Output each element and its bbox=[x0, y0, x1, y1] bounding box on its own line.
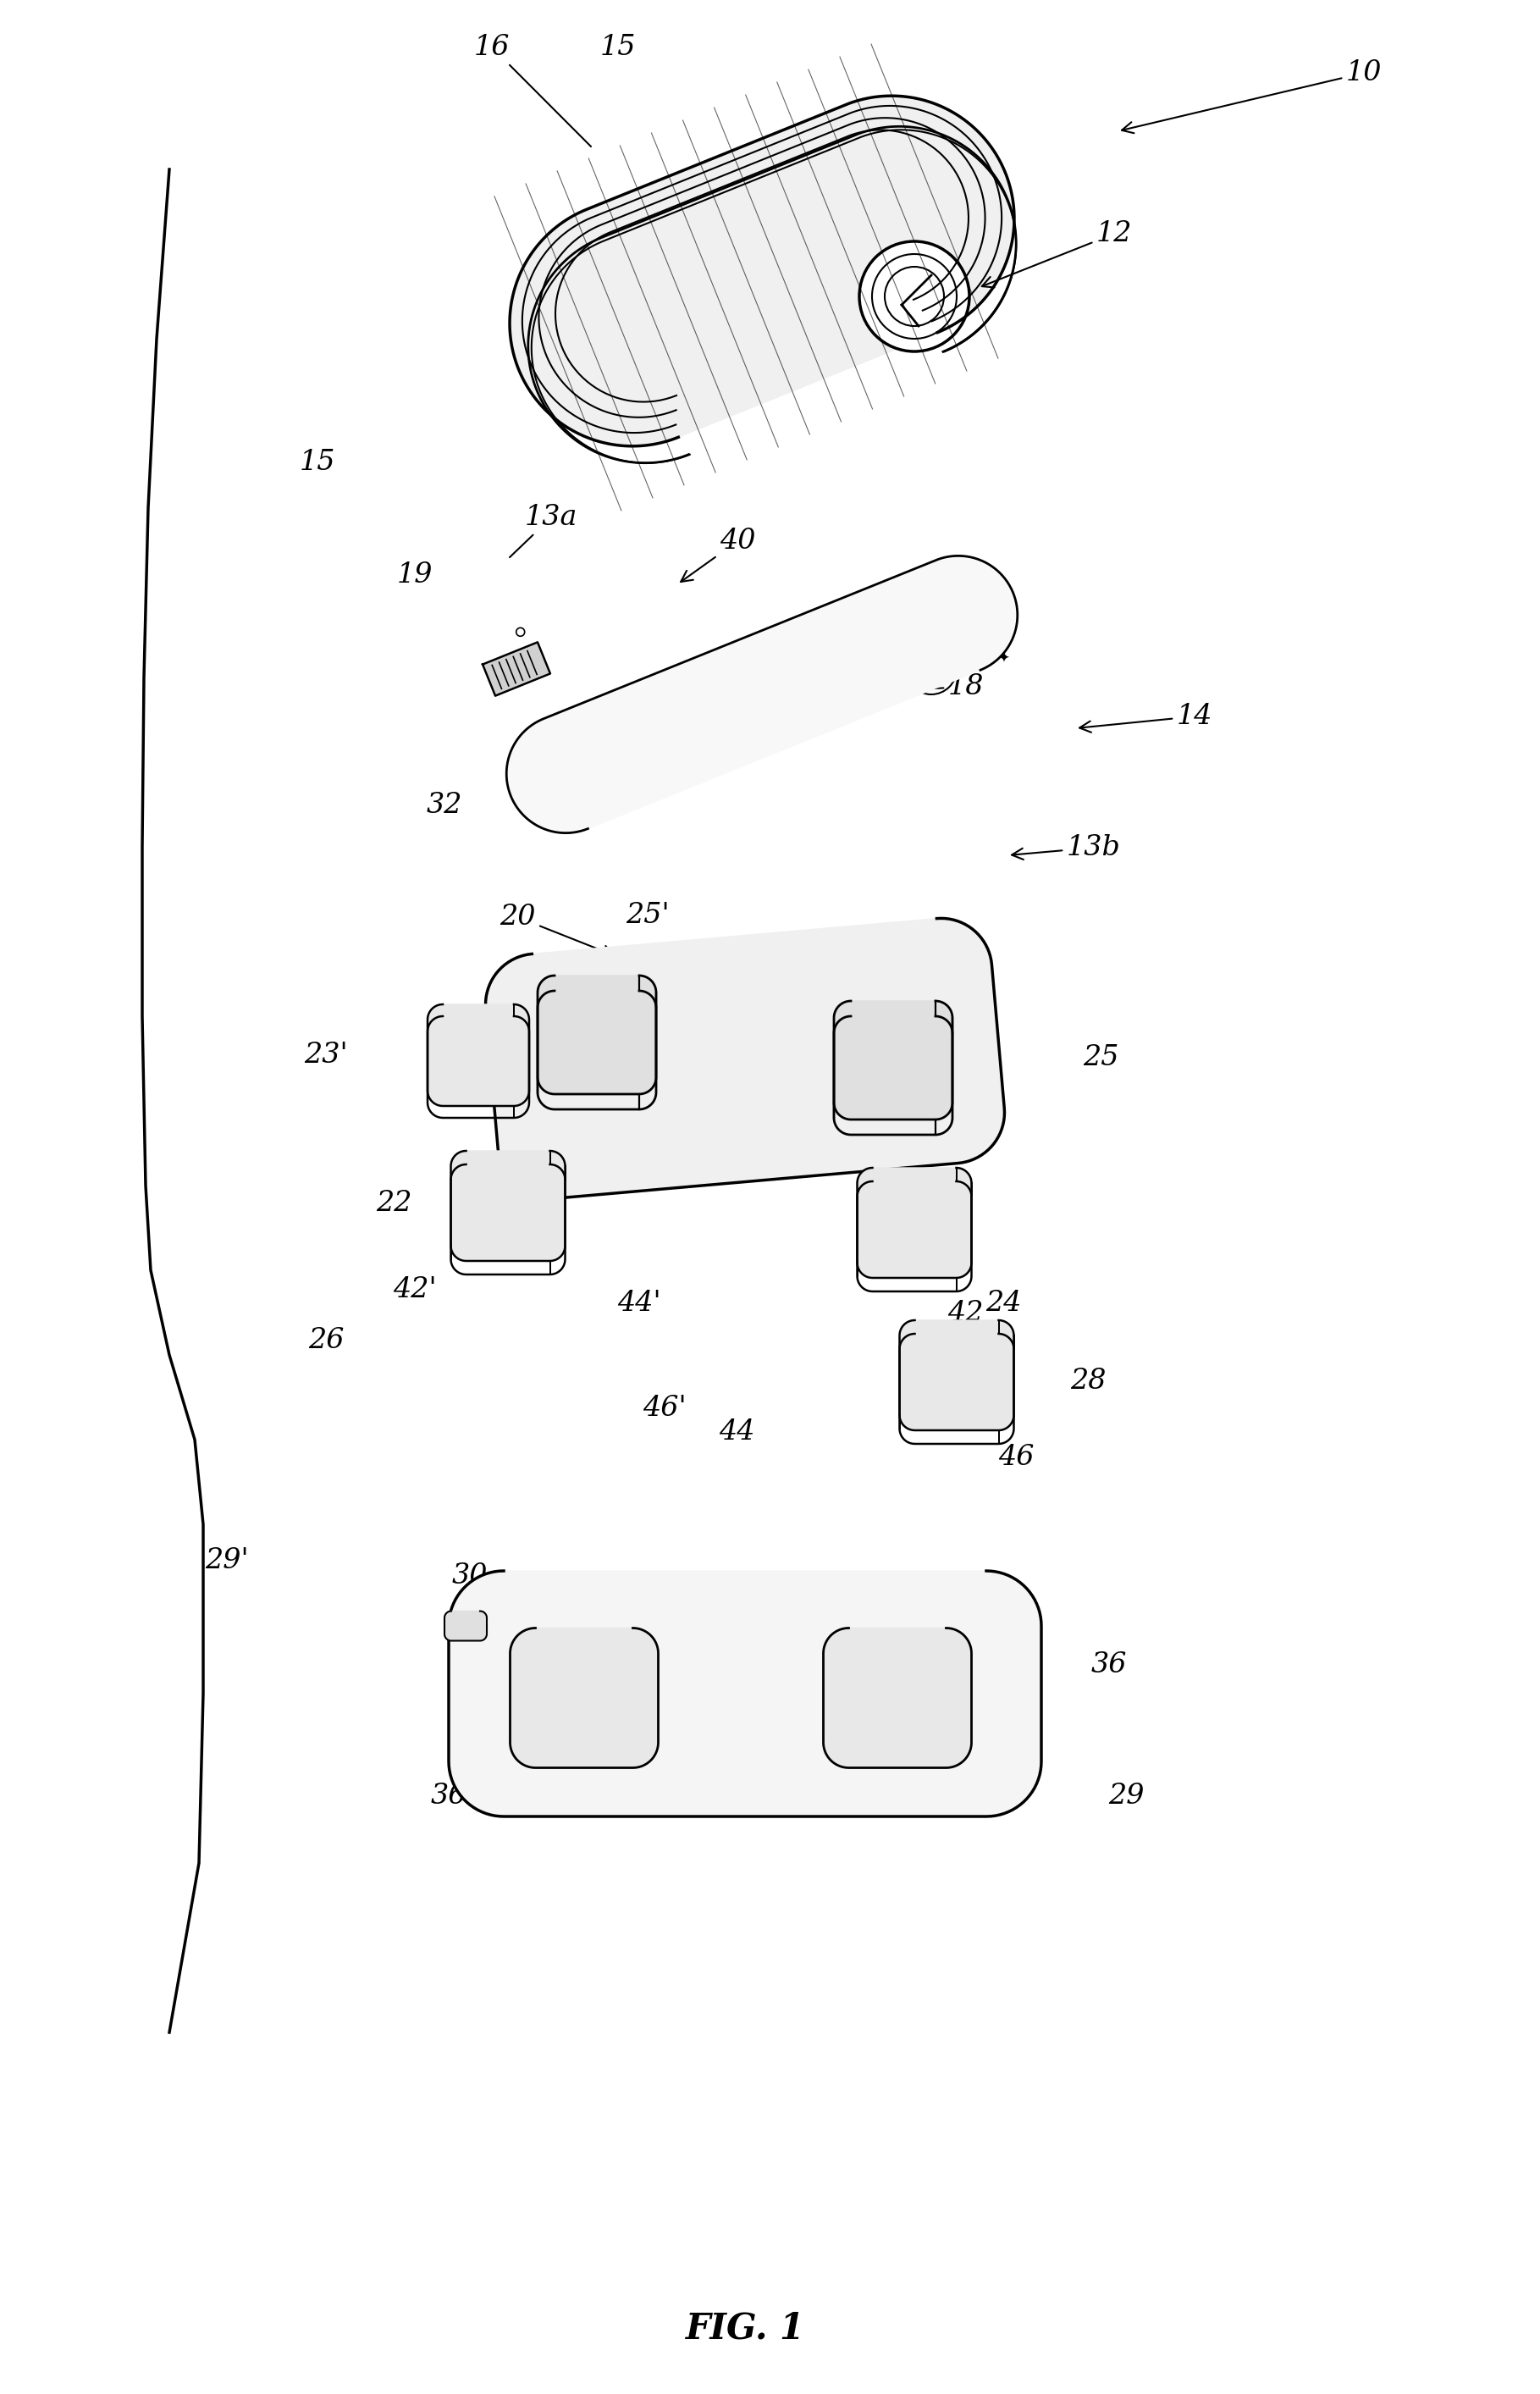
Ellipse shape bbox=[986, 642, 996, 654]
Ellipse shape bbox=[942, 1362, 970, 1400]
Text: 24: 24 bbox=[986, 1290, 1021, 1317]
Text: 19: 19 bbox=[397, 563, 433, 589]
Text: 42': 42' bbox=[393, 1276, 437, 1302]
Polygon shape bbox=[537, 974, 656, 1094]
Polygon shape bbox=[858, 1168, 972, 1278]
Text: 15: 15 bbox=[299, 448, 336, 476]
Text: ✦: ✦ bbox=[998, 651, 1009, 666]
Polygon shape bbox=[835, 1001, 952, 1120]
Ellipse shape bbox=[872, 254, 956, 338]
Text: 29: 29 bbox=[1107, 1784, 1144, 1810]
Ellipse shape bbox=[516, 627, 525, 637]
Ellipse shape bbox=[487, 1185, 530, 1242]
Ellipse shape bbox=[892, 1202, 936, 1259]
Ellipse shape bbox=[456, 1032, 501, 1089]
Text: 28: 28 bbox=[1070, 1367, 1106, 1396]
Polygon shape bbox=[485, 919, 1004, 1199]
Text: 36: 36 bbox=[1090, 1652, 1127, 1678]
Text: 13a: 13a bbox=[510, 503, 578, 558]
Text: 10: 10 bbox=[1121, 60, 1381, 134]
Ellipse shape bbox=[573, 1010, 621, 1075]
Text: 36: 36 bbox=[431, 1784, 467, 1810]
Ellipse shape bbox=[878, 1046, 909, 1089]
Text: 14: 14 bbox=[1080, 704, 1214, 733]
Text: 16: 16 bbox=[474, 34, 591, 146]
Text: 30: 30 bbox=[451, 1563, 488, 1590]
Polygon shape bbox=[482, 642, 550, 697]
Text: 44: 44 bbox=[719, 1420, 755, 1446]
Polygon shape bbox=[824, 1628, 972, 1767]
Ellipse shape bbox=[882, 1693, 912, 1719]
Text: 44': 44' bbox=[618, 1290, 661, 1317]
Ellipse shape bbox=[582, 1022, 611, 1063]
Polygon shape bbox=[510, 96, 1015, 445]
Text: 42: 42 bbox=[947, 1300, 983, 1326]
Text: 18: 18 bbox=[825, 673, 984, 701]
Ellipse shape bbox=[935, 1353, 979, 1410]
Polygon shape bbox=[428, 1005, 530, 1106]
Ellipse shape bbox=[465, 1041, 491, 1080]
Text: 34: 34 bbox=[884, 1637, 919, 1666]
Ellipse shape bbox=[870, 1037, 916, 1099]
Text: 23: 23 bbox=[926, 1008, 962, 1034]
Ellipse shape bbox=[691, 670, 781, 752]
Text: 22: 22 bbox=[376, 1190, 411, 1216]
Ellipse shape bbox=[875, 1685, 921, 1728]
Text: 40: 40 bbox=[681, 527, 756, 582]
Text: 46: 46 bbox=[998, 1444, 1033, 1470]
Ellipse shape bbox=[702, 682, 772, 745]
Ellipse shape bbox=[901, 1211, 929, 1250]
Ellipse shape bbox=[906, 644, 956, 694]
Ellipse shape bbox=[884, 266, 944, 326]
Text: 23': 23' bbox=[303, 1041, 348, 1068]
Text: 29': 29' bbox=[205, 1547, 249, 1575]
Text: 20: 20 bbox=[499, 903, 614, 958]
Polygon shape bbox=[451, 1152, 565, 1262]
Text: 26: 26 bbox=[308, 1326, 343, 1355]
Text: 15: 15 bbox=[601, 34, 636, 60]
Polygon shape bbox=[445, 1611, 487, 1640]
Ellipse shape bbox=[859, 242, 969, 352]
Text: 32: 32 bbox=[427, 792, 462, 819]
Polygon shape bbox=[448, 1570, 1041, 1817]
Polygon shape bbox=[510, 1628, 658, 1767]
Polygon shape bbox=[507, 555, 1018, 833]
Text: FIG. 1: FIG. 1 bbox=[685, 2310, 805, 2346]
Text: 25: 25 bbox=[1083, 1044, 1118, 1070]
Text: 13b: 13b bbox=[1012, 833, 1121, 862]
Text: 12: 12 bbox=[983, 220, 1132, 287]
Ellipse shape bbox=[539, 740, 578, 778]
Ellipse shape bbox=[494, 1195, 522, 1233]
Text: 46': 46' bbox=[642, 1396, 687, 1422]
Text: 25': 25' bbox=[625, 903, 670, 929]
Polygon shape bbox=[899, 1319, 1013, 1429]
